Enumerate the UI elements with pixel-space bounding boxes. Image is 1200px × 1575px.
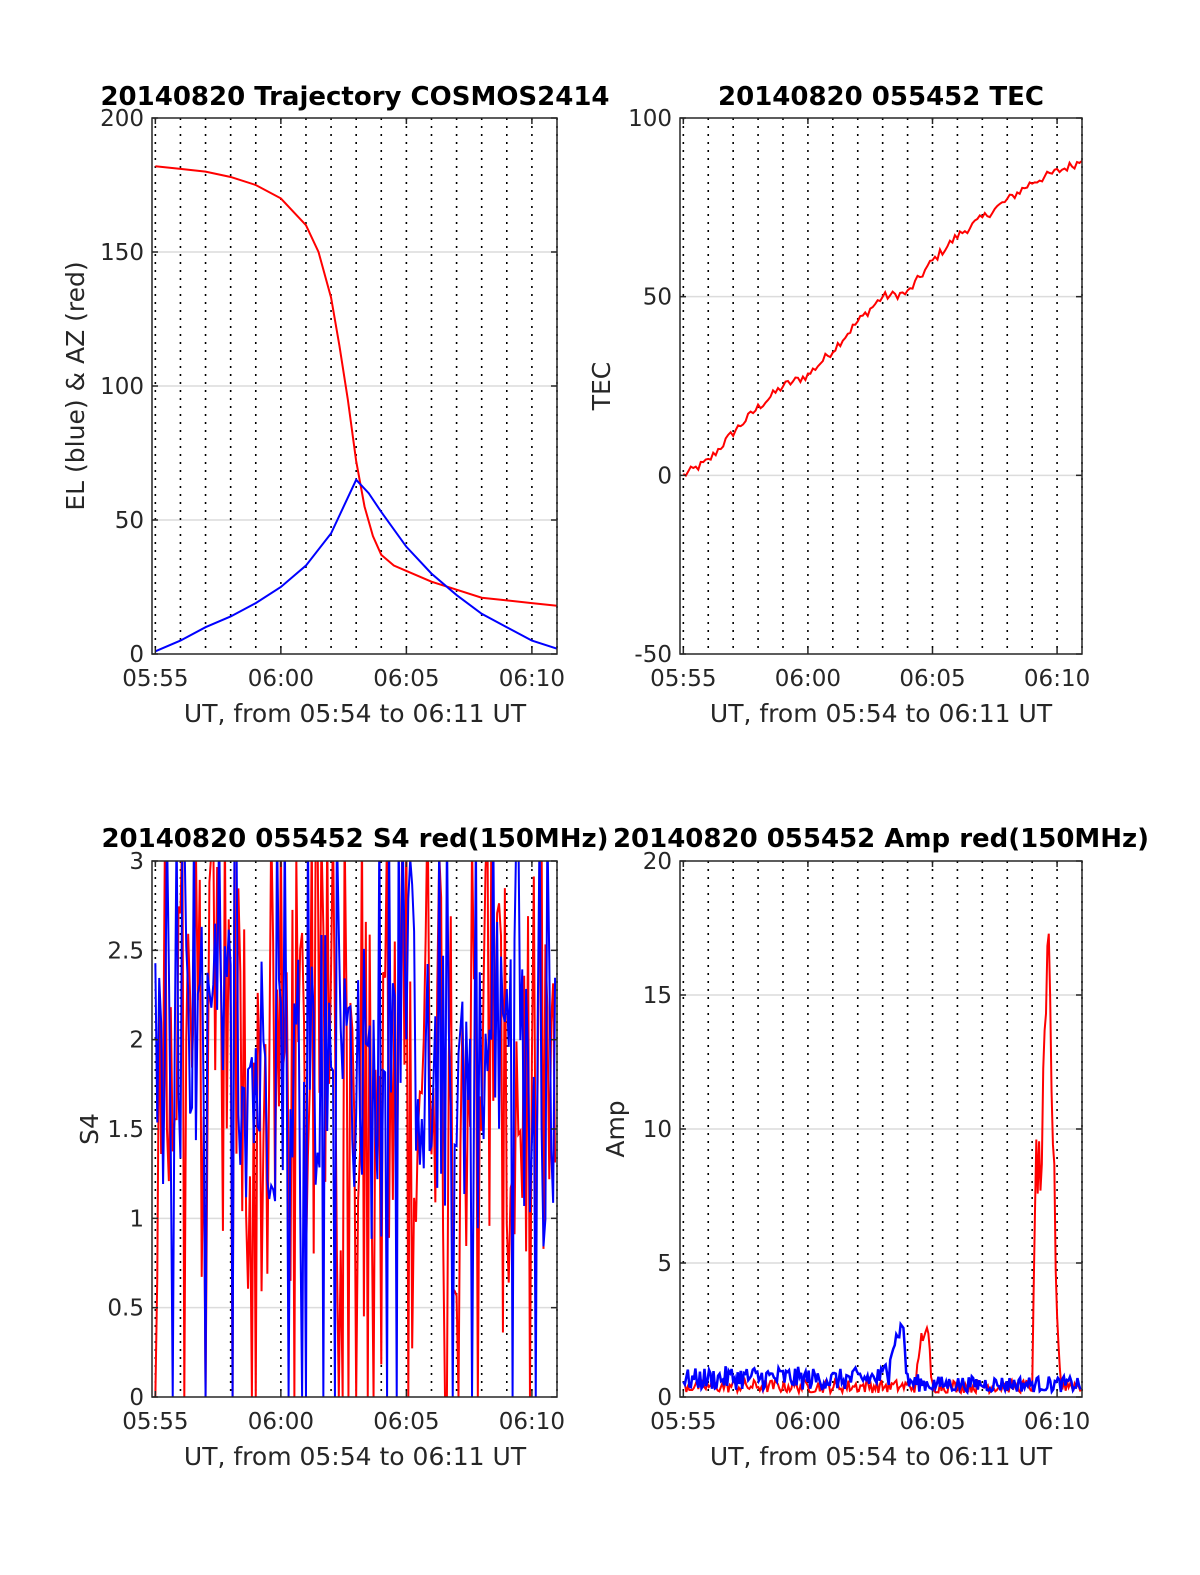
plot-area	[682, 160, 1082, 478]
y-axis-label: Amp	[601, 1100, 630, 1157]
x-tick-label: 06:10	[499, 666, 565, 692]
y-tick-label: -50	[634, 642, 672, 668]
y-tick-label: 0	[129, 1385, 144, 1411]
panel-title: 20140820 055452 S4 red(150MHz)	[101, 824, 608, 854]
x-tick-label: 06:10	[1024, 666, 1090, 692]
x-tick-label: 06:00	[248, 1409, 314, 1435]
x-axis-label: UT, from 05:54 to 06:11 UT	[710, 699, 1053, 728]
y-axis-label: TEC	[587, 362, 616, 412]
panel-title: 20140820 055452 Amp red(150MHz)	[613, 824, 1149, 854]
y-tick-label: 200	[100, 106, 144, 132]
y-tick-label: 50	[115, 508, 144, 534]
x-axis-label: UT, from 05:54 to 06:11 UT	[184, 1442, 527, 1471]
series-line-blue	[154, 478, 557, 653]
panel-title: 20140820 055452 TEC	[718, 82, 1044, 112]
x-tick-label: 05:55	[122, 1409, 188, 1435]
y-tick-label: 10	[643, 1117, 672, 1143]
y-tick-label: 1	[129, 1206, 144, 1232]
panel-amp: 20140820 055452 Amp red(150MHz) UT, from…	[601, 824, 1149, 1471]
y-tick-label: 3	[129, 849, 144, 875]
plot-area	[154, 861, 557, 1397]
x-tick-label: 06:00	[248, 666, 314, 692]
x-tick-label: 05:55	[650, 1409, 716, 1435]
x-tick-label: 06:05	[373, 1409, 439, 1435]
y-axis-label: EL (blue) & AZ (red)	[61, 261, 90, 510]
y-tick-label: 100	[100, 374, 144, 400]
y-tick-label: 0	[129, 642, 144, 668]
x-tick-label: 05:55	[122, 666, 188, 692]
plot-area	[682, 933, 1082, 1397]
x-tick-label: 06:05	[899, 1409, 965, 1435]
y-axis-label: S4	[75, 1113, 104, 1145]
x-tick-label: 06:10	[1024, 1409, 1090, 1435]
series-line-blue	[682, 1320, 1082, 1396]
series-line-red	[682, 160, 1082, 478]
series-line-red	[155, 165, 557, 607]
y-tick-label: 0	[657, 463, 672, 489]
x-tick-label: 06:00	[775, 1409, 841, 1435]
series-line-blue	[154, 861, 557, 1397]
y-tick-label: 0.5	[107, 1296, 144, 1322]
x-tick-label: 06:10	[499, 1409, 565, 1435]
series-line-red	[154, 861, 557, 1397]
y-tick-label: 0	[657, 1385, 672, 1411]
panel-trajectory: 20140820 Trajectory COSMOS2414 UT, from …	[61, 82, 610, 728]
x-tick-label: 05:55	[650, 666, 716, 692]
x-tick-label: 06:05	[373, 666, 439, 692]
x-axis-label: UT, from 05:54 to 06:11 UT	[184, 699, 527, 728]
y-tick-label: 1.5	[107, 1117, 144, 1143]
y-tick-label: 5	[657, 1251, 672, 1277]
x-axis-label: UT, from 05:54 to 06:11 UT	[710, 1442, 1053, 1471]
panel-tec: 20140820 055452 TEC UT, from 05:54 to 06…	[587, 82, 1090, 728]
y-tick-label: 2.5	[107, 938, 144, 964]
y-tick-label: 150	[100, 240, 144, 266]
x-tick-label: 06:00	[775, 666, 841, 692]
panel-s4: 20140820 055452 S4 red(150MHz) UT, from …	[75, 824, 609, 1471]
y-tick-label: 50	[643, 285, 672, 311]
y-tick-label: 100	[628, 106, 672, 132]
y-tick-label: 20	[643, 849, 672, 875]
plot-area	[154, 165, 557, 653]
y-tick-label: 2	[129, 1028, 144, 1054]
y-tick-label: 15	[643, 983, 672, 1009]
panel-title: 20140820 Trajectory COSMOS2414	[100, 82, 609, 112]
x-tick-label: 06:05	[899, 666, 965, 692]
axes-box	[679, 117, 1083, 655]
